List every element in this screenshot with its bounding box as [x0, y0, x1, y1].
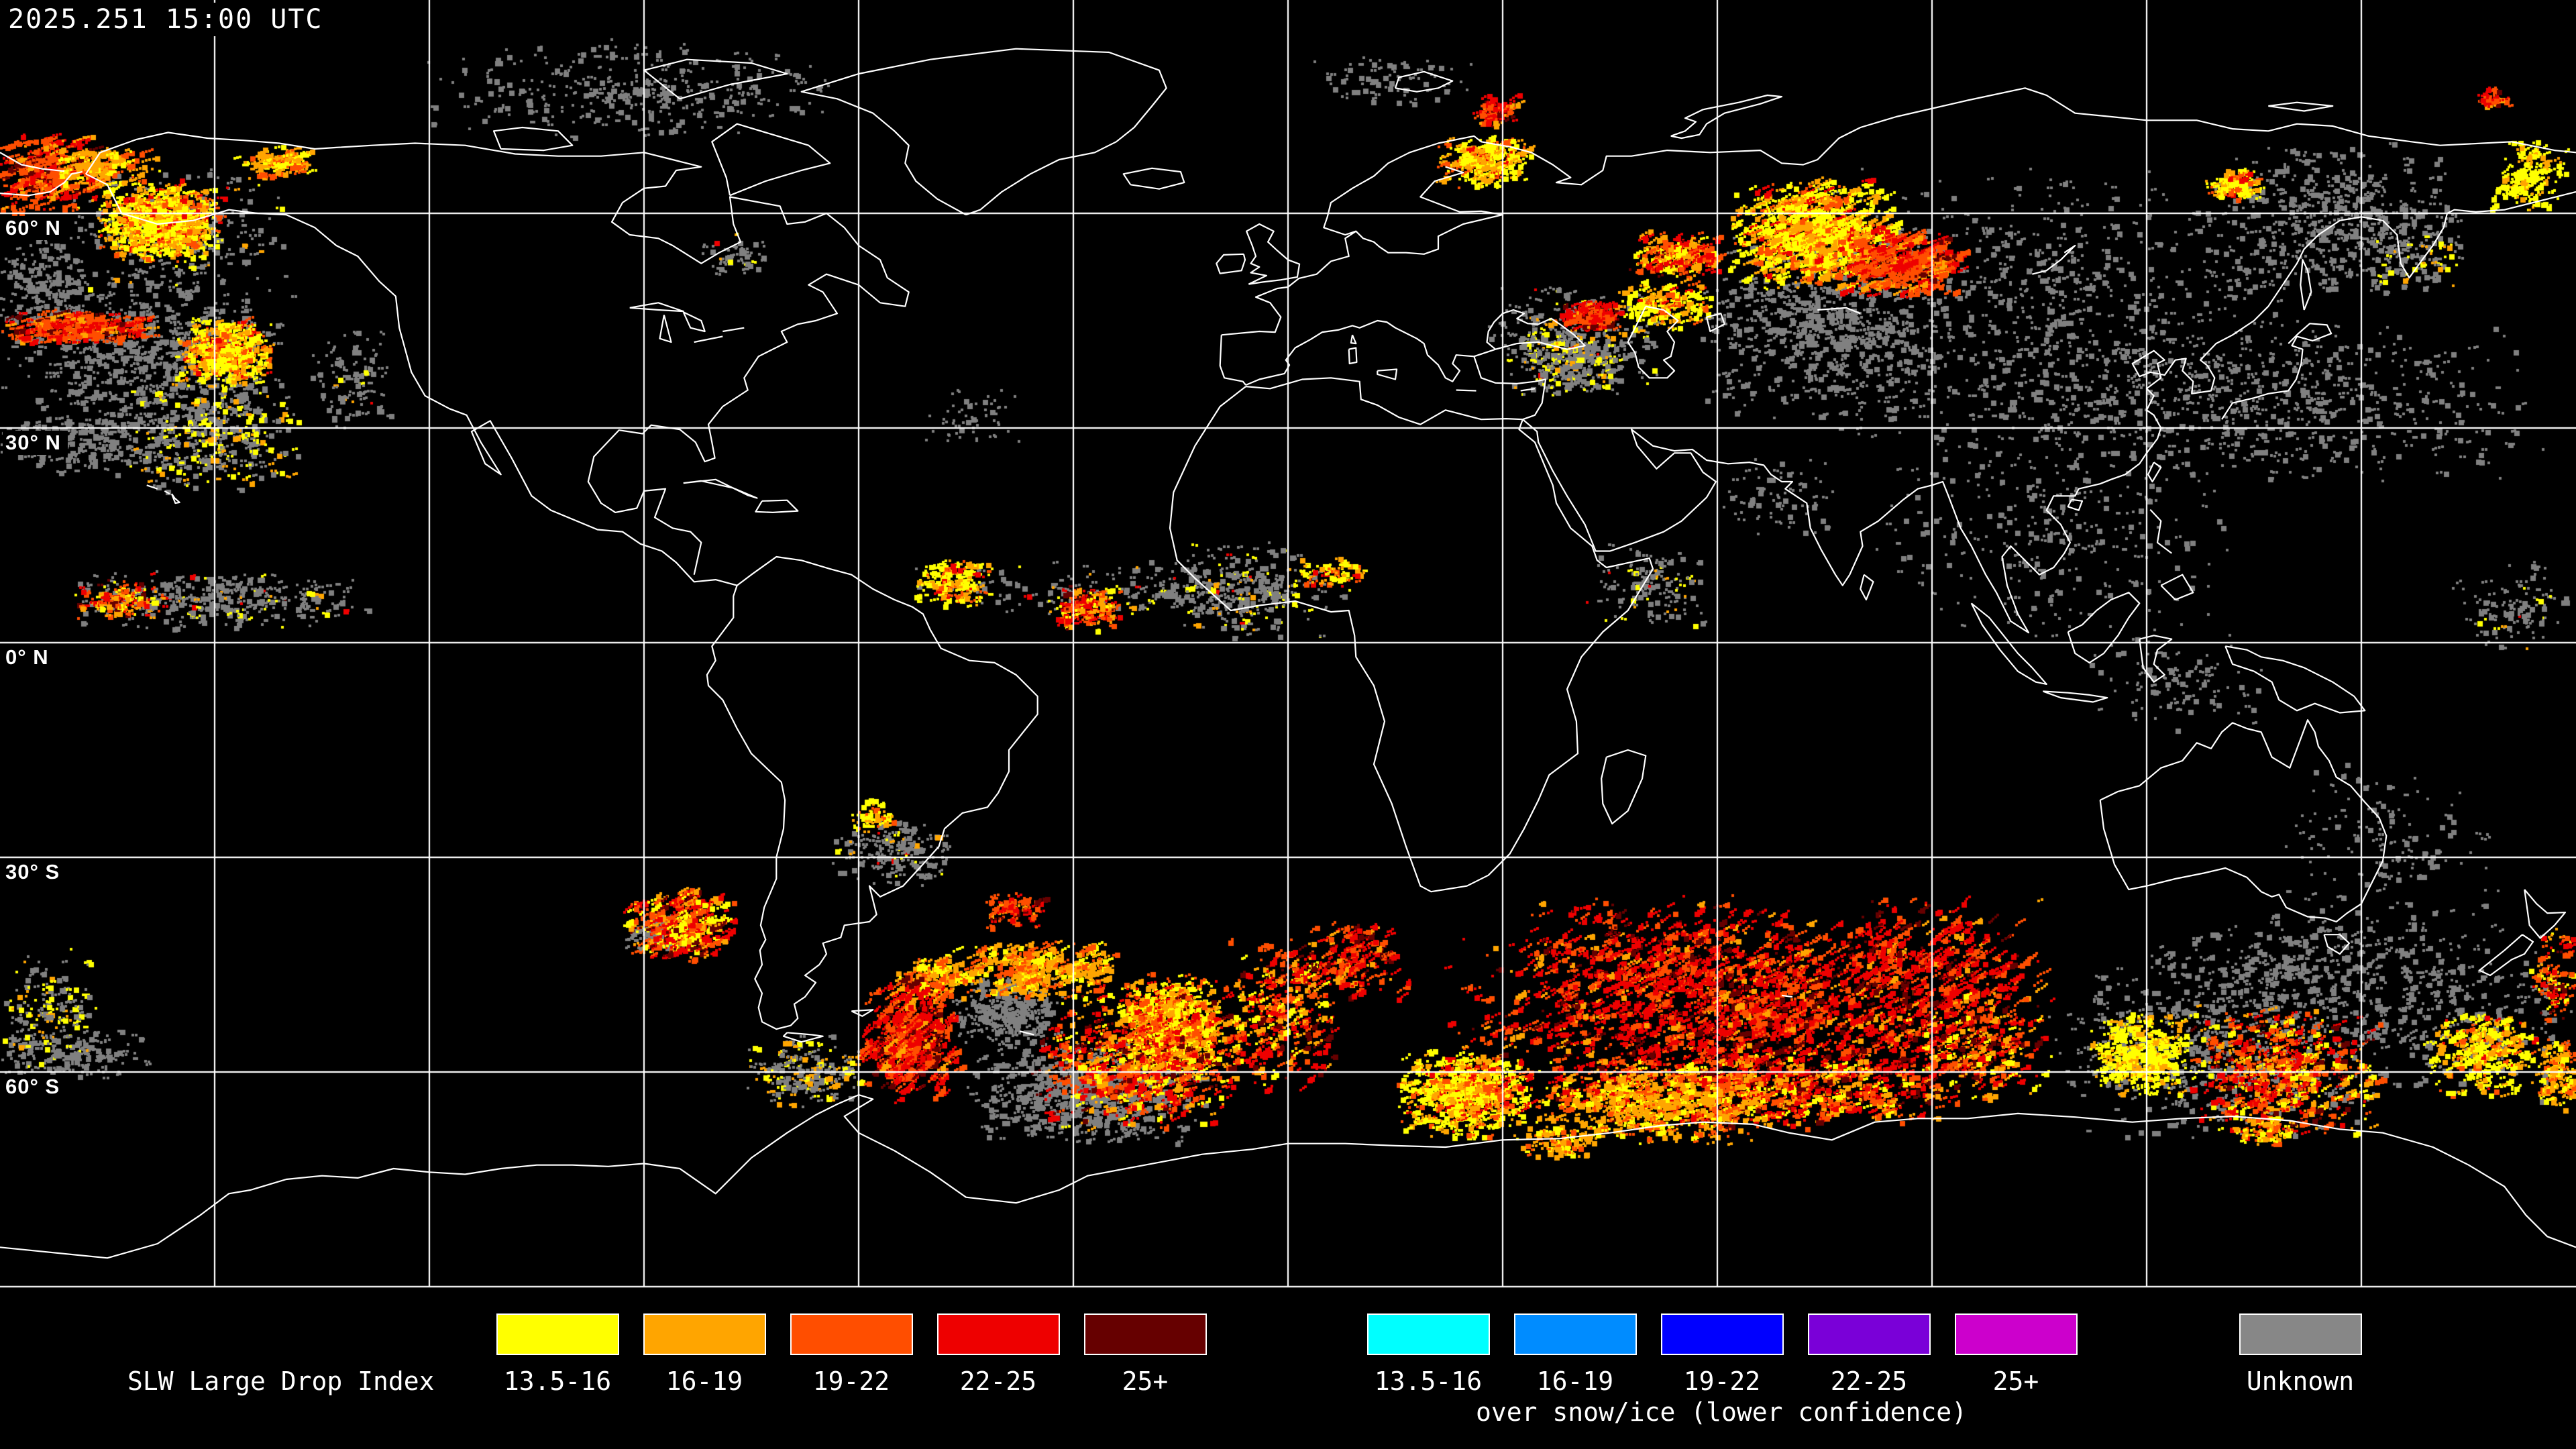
legend-primary-range-label: 22-25 — [959, 1366, 1037, 1396]
legend-primary-swatch-22-25 — [937, 1313, 1060, 1355]
legend-primary-range-label: 13.5-16 — [503, 1366, 612, 1396]
legend-snowice-swatch-22-25 — [1808, 1313, 1931, 1355]
legend-snowice-swatch-16-19 — [1514, 1313, 1637, 1355]
legend-snowice-swatch-25+ — [1955, 1313, 2078, 1355]
legend-primary-swatch-16-19 — [643, 1313, 766, 1355]
timestamp-label: 2025.251 15:00 UTC — [5, 3, 331, 36]
legend-snowice-swatch-19-22 — [1661, 1313, 1784, 1355]
latitude-label-30s: 30° S — [3, 860, 67, 884]
legend-primary-range-label: 19-22 — [812, 1366, 890, 1396]
legend-primary-swatch-25+ — [1084, 1313, 1207, 1355]
latitude-label-60n: 60° N — [3, 216, 68, 240]
legend-snowice-swatch-13.5-16 — [1367, 1313, 1490, 1355]
legend-subcaption: over snow/ice (lower confidence) — [1475, 1397, 1968, 1427]
legend-primary-swatch-19-22 — [790, 1313, 913, 1355]
legend-primary-swatch-13.5-16 — [496, 1313, 619, 1355]
legend-snowice-range-label: 13.5-16 — [1374, 1366, 1483, 1396]
latitude-label-30n: 30° N — [3, 431, 68, 455]
legend-swatch-unknown — [2239, 1313, 2362, 1355]
grid-lines — [0, 0, 2576, 1288]
legend-snowice-range-label: 22-25 — [1830, 1366, 1908, 1396]
legend-label-unknown: Unknown — [2246, 1366, 2355, 1396]
latitude-label-60s: 60° S — [3, 1075, 67, 1099]
coastlines — [0, 48, 2576, 1259]
legend-snowice-range-label: 16-19 — [1536, 1366, 1614, 1396]
legend-snowice-range-label: 25+ — [1992, 1366, 2039, 1396]
legend-snowice-range-label: 19-22 — [1683, 1366, 1761, 1396]
legend-primary-range-label: 25+ — [1122, 1366, 1169, 1396]
latitude-label-0n: 0° N — [3, 645, 56, 669]
legend-primary-range-label: 16-19 — [665, 1366, 743, 1396]
legend-title: SLW Large Drop Index — [127, 1366, 435, 1396]
